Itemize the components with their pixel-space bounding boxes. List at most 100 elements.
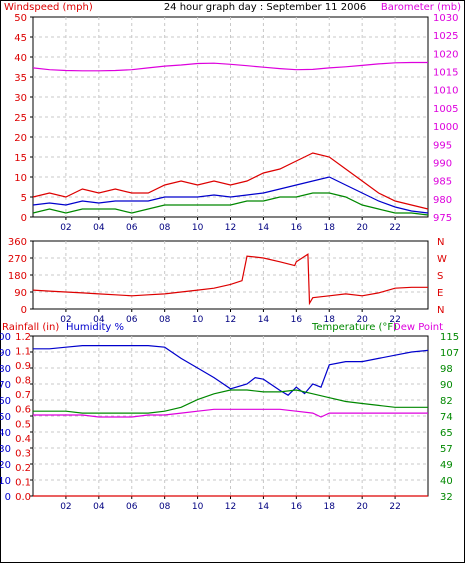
humidity-temperature-panel: 02 04 06 08 10 12 14 16 18 20 22 0 10 20 30 40 50 60 70 80 9… <box>0 332 459 512</box>
y-tick-label: 90 <box>14 288 27 299</box>
x-tick-label: 16 <box>291 223 303 233</box>
y-tick-label: 40 <box>440 476 453 487</box>
rain-tick-label: 0.1 <box>15 477 31 488</box>
x-tick-label: 06 <box>126 502 138 512</box>
y-tick-label: 975 <box>433 213 452 224</box>
rain-tick-label: 0.9 <box>15 361 31 372</box>
x-tick-label: 18 <box>324 315 336 325</box>
x-tick-label: 22 <box>389 315 400 325</box>
y-tick-label: 990 <box>433 158 452 169</box>
y-tick-label: 45 <box>14 33 27 44</box>
y-tick-label: 50 <box>0 412 11 423</box>
x-tick-label: 06 <box>126 315 138 325</box>
x-tick-label: 18 <box>324 502 336 512</box>
x-tick-label: 06 <box>126 223 138 233</box>
x-tick-label: 10 <box>192 315 204 325</box>
series-line <box>32 253 428 306</box>
y-tick-label: 115 <box>440 332 459 343</box>
y-tick-label: 30 <box>0 444 11 455</box>
y-tick-label: 1010 <box>433 86 458 97</box>
y-tick-label: 985 <box>433 177 452 188</box>
y-tick-label: 49 <box>440 460 453 471</box>
x-tick-label: 20 <box>356 315 368 325</box>
y-tick-label: 100 <box>0 332 11 343</box>
y-tick-label: 90 <box>440 380 453 391</box>
graph-title: 24 hour graph day : September 11 2006 <box>164 2 366 13</box>
y-tick-label: 1030 <box>433 13 458 24</box>
x-tick-label: 08 <box>159 223 171 233</box>
x-tick-label: 08 <box>159 315 171 325</box>
x-tick-label: 04 <box>93 315 105 325</box>
x-tick-label: 14 <box>258 315 270 325</box>
y-tick-label: 360 <box>8 237 27 248</box>
y-tick-label: 50 <box>14 13 27 24</box>
y-tick-label: 98 <box>440 364 453 375</box>
rain-tick-label: 0.4 <box>15 434 31 445</box>
y-tick-label: 35 <box>14 73 27 84</box>
x-tick-label: 02 <box>60 223 71 233</box>
series-line <box>32 152 429 210</box>
y-tick-label: 30 <box>14 93 27 104</box>
x-tick-label: 12 <box>225 223 236 233</box>
y-tick-label: 107 <box>440 348 459 359</box>
y-tick-label: 20 <box>14 133 27 144</box>
x-tick-label: 08 <box>159 502 171 512</box>
plot-area <box>32 240 429 310</box>
y-tick-label: 10 <box>14 173 27 184</box>
wind-barometer-panel: 02 04 06 08 10 12 14 16 18 20 22051015202530354045… <box>14 13 458 233</box>
y-tick-label: 1020 <box>433 49 458 60</box>
y-tick-label: 15 <box>14 153 27 164</box>
x-tick-label: 04 <box>93 223 105 233</box>
x-tick-label: 22 <box>389 502 400 512</box>
series-line <box>32 61 428 72</box>
rain-tick-label: 1.1 <box>15 347 31 358</box>
rain-tick-label: 1.2 <box>15 332 31 343</box>
compass-label: N <box>437 237 444 248</box>
y-tick-label: 57 <box>440 444 453 455</box>
y-tick-label: 82 <box>440 396 453 407</box>
x-tick-label: 20 <box>356 502 368 512</box>
y-tick-label: 1015 <box>433 68 458 79</box>
rain-tick-label: 0.6 <box>15 405 31 416</box>
y-tick-label: 70 <box>0 380 11 391</box>
compass-label: N <box>437 305 444 316</box>
x-tick-label: 12 <box>225 315 236 325</box>
dew-point-axis-title: Dew Point <box>393 322 443 333</box>
y-tick-label: 60 <box>0 396 11 407</box>
y-tick-label: 1025 <box>433 31 458 42</box>
y-tick-label: 995 <box>433 140 452 151</box>
y-tick-label: 980 <box>433 195 452 206</box>
y-tick-label: 5 <box>21 193 27 204</box>
x-tick-label: 14 <box>258 502 270 512</box>
rain-tick-label: 0.8 <box>15 376 31 387</box>
y-tick-label: 80 <box>0 364 11 375</box>
windspeed-axis-title: Windspeed (mph) <box>4 2 93 13</box>
rainfall-axis-title: Rainfall (in) <box>2 322 59 333</box>
series-line <box>33 345 429 396</box>
y-tick-label: 74 <box>440 412 453 423</box>
barometer-axis-title: Barometer (mb) <box>381 2 461 13</box>
rain-tick-label: 0.3 <box>15 448 31 459</box>
y-tick-label: 0 <box>21 305 27 316</box>
rain-tick-label: 0.7 <box>15 390 31 401</box>
x-tick-label: 14 <box>258 223 270 233</box>
y-tick-label: 1005 <box>433 104 458 115</box>
series-line <box>32 192 429 216</box>
series-line <box>33 389 428 414</box>
compass-label: W <box>437 254 447 265</box>
y-tick-label: 10 <box>0 476 11 487</box>
x-tick-label: 02 <box>60 502 71 512</box>
x-tick-label: 02 <box>60 315 71 325</box>
compass-label: S <box>437 271 443 282</box>
x-tick-label: 10 <box>192 502 204 512</box>
series-line <box>33 408 428 418</box>
y-tick-label: 40 <box>0 428 11 439</box>
x-tick-label: 04 <box>93 502 105 512</box>
series-line <box>32 176 429 214</box>
y-tick-label: 270 <box>8 254 27 265</box>
humidity-axis-title: Humidity % <box>66 322 124 333</box>
y-tick-label: 65 <box>440 428 453 439</box>
y-tick-label: 32 <box>440 492 453 503</box>
